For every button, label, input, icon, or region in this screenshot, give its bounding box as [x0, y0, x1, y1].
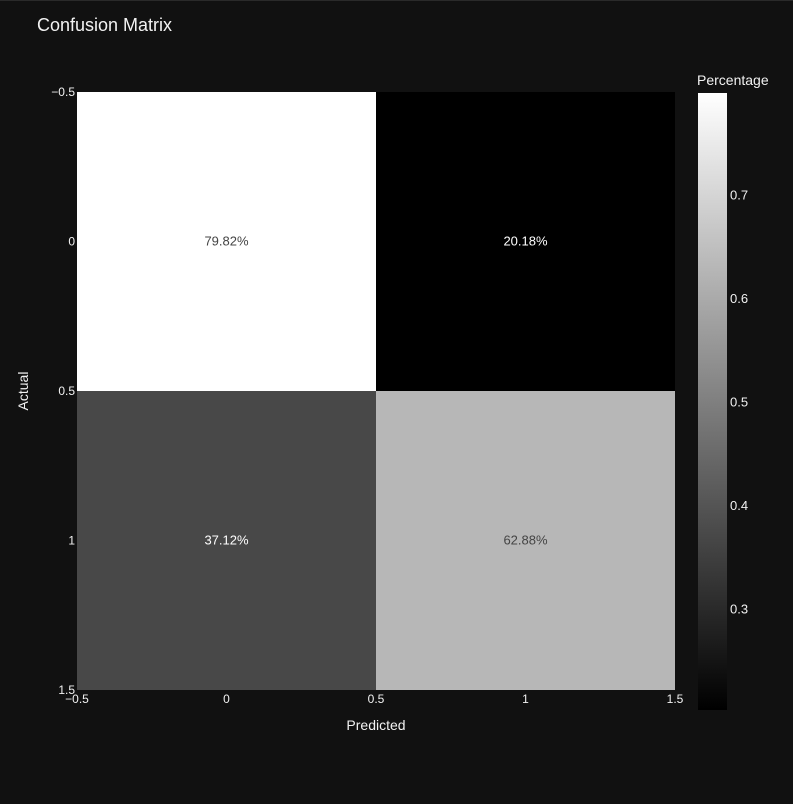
- colorbar-tick-label: 0.4: [730, 498, 748, 513]
- heatmap-cell-1-1: [376, 391, 675, 690]
- colorbar-title: Percentage: [697, 72, 769, 88]
- x-tick-label: 1: [522, 692, 529, 706]
- y-tick-label: −0.5: [51, 85, 75, 99]
- colorbar-tick-label: 0.3: [730, 601, 748, 616]
- colorbar: [698, 93, 727, 710]
- x-axis-ticks: −0.5 0 0.5 1 1.5: [65, 692, 684, 706]
- y-tick-label: 0: [68, 235, 75, 249]
- colorbar-tick-label: 0.6: [730, 291, 748, 306]
- colorbar-tick-label: 0.5: [730, 395, 748, 410]
- heatmap-cells: [77, 92, 675, 690]
- y-axis-ticks: −0.5 0 0.5 1 1.5: [51, 85, 75, 697]
- y-tick-label: 0.5: [58, 384, 75, 398]
- colorbar-ticks: 0.3 0.4 0.5 0.6 0.7: [730, 188, 748, 617]
- heatmap-cell-0-0: [77, 92, 376, 391]
- colorbar-tick-label: 0.7: [730, 188, 748, 203]
- cell-value-label: 37.12%: [204, 533, 249, 548]
- x-tick-label: 0: [223, 692, 230, 706]
- heatmap-cell-0-1: [376, 92, 675, 391]
- cell-value-label: 20.18%: [503, 234, 548, 249]
- chart-title: Confusion Matrix: [37, 15, 172, 35]
- x-tick-label: 1.5: [667, 692, 684, 706]
- cell-labels: 79.82% 20.18% 37.12% 62.88%: [204, 234, 548, 548]
- x-tick-label: 0.5: [368, 692, 385, 706]
- heatmap-cell-1-0: [77, 391, 376, 690]
- y-tick-label: 1: [68, 534, 75, 548]
- x-axis-title: Predicted: [346, 717, 405, 733]
- y-axis-title: Actual: [15, 372, 31, 411]
- cell-value-label: 79.82%: [204, 234, 249, 249]
- x-tick-label: −0.5: [65, 692, 89, 706]
- cell-value-label: 62.88%: [503, 533, 548, 548]
- y-tick-label: 1.5: [58, 683, 75, 697]
